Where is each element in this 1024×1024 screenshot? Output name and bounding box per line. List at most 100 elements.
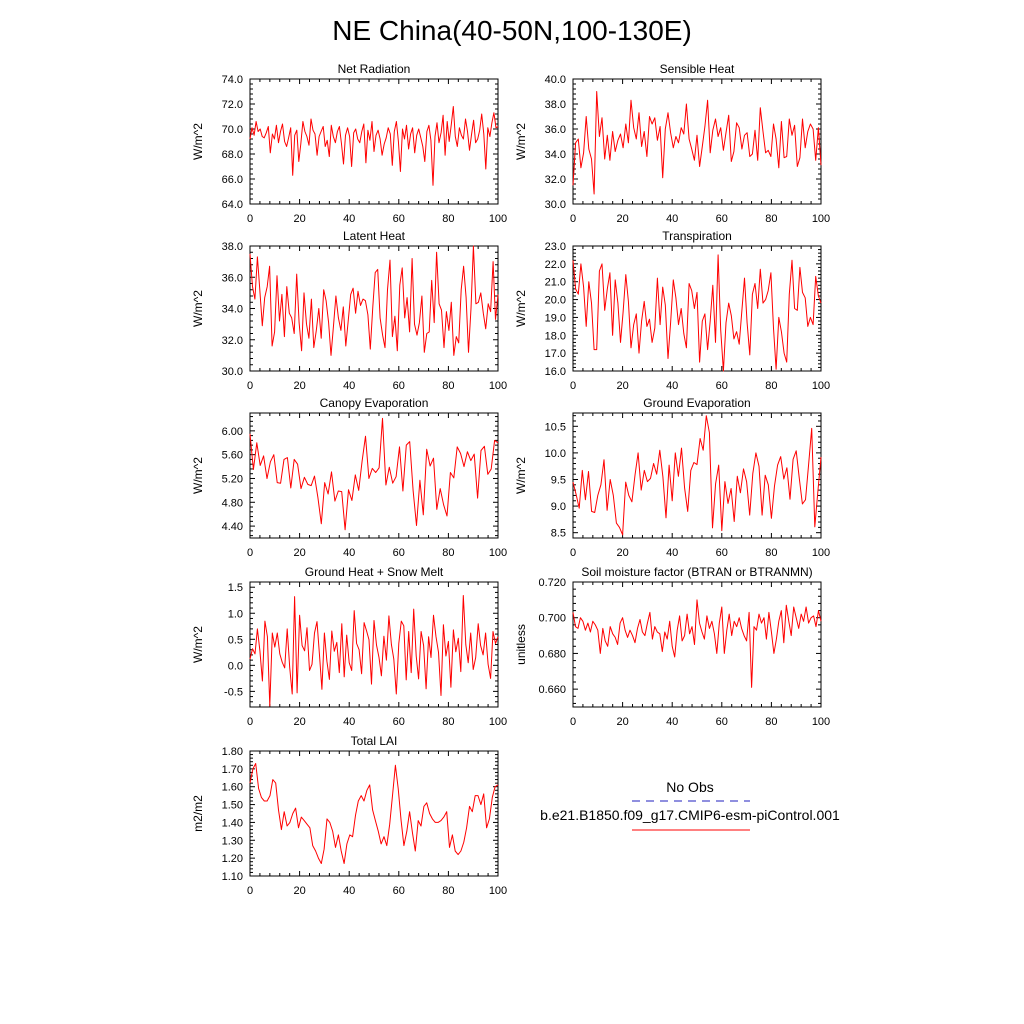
series-line [572,254,822,372]
legend: No Obs b.e21.B1850.f09_g17.CMIP6-esm-piC… [540,779,840,831]
y-tick-label: 1.40 [222,817,243,829]
y-tick-label: 64.0 [222,199,243,211]
x-tick-label: 20 [293,213,305,225]
y-tick-label: 10.0 [545,448,566,460]
y-tick-label: 17.0 [545,348,566,360]
y-tick-label: 21.0 [545,277,566,289]
series-line [249,763,499,864]
y-axis-label: unitless [514,624,528,665]
panel-title: Canopy Evaporation [320,396,429,410]
y-tick-label: 22.0 [545,259,566,271]
y-axis-label: m2/m2 [191,795,205,832]
y-tick-label: 1.5 [228,582,243,594]
x-tick-label: 60 [716,716,728,728]
y-tick-label: 1.50 [222,800,243,812]
y-tick-label: 1.70 [222,764,243,776]
panel-title: Net Radiation [338,62,411,76]
x-tick-label: 40 [343,213,355,225]
y-tick-label: 23.0 [545,241,566,253]
x-tick-label: 60 [393,716,405,728]
series-line [249,417,499,531]
x-tick-label: 80 [765,380,777,392]
y-tick-label: 68.0 [222,149,243,161]
x-tick-label: 0 [570,380,576,392]
y-tick-label: 0.720 [538,577,566,589]
panel-title: Transpiration [662,229,732,243]
x-tick-label: 0 [570,547,576,559]
x-tick-label: 20 [616,547,628,559]
y-tick-label: 0.0 [228,660,243,672]
x-tick-label: 60 [716,213,728,225]
x-tick-label: 0 [570,213,576,225]
y-axis-label: W/m^2 [191,457,205,494]
y-tick-label: 38.0 [222,241,243,253]
y-tick-label: 30.0 [222,366,243,378]
y-tick-label: 1.10 [222,871,243,883]
x-tick-label: 60 [393,547,405,559]
y-tick-label: 1.0 [228,608,243,620]
y-tick-label: 0.5 [228,634,243,646]
y-tick-label: 0.680 [538,648,566,660]
legend-obs-label: No Obs [666,779,713,795]
y-axis-label: W/m^2 [191,626,205,663]
x-tick-label: 20 [616,716,628,728]
y-tick-label: 4.40 [222,521,243,533]
y-tick-label: 34.0 [545,149,566,161]
y-tick-label: 36.0 [222,272,243,284]
series-line [249,106,499,186]
x-tick-label: 80 [765,716,777,728]
panel-2: Latent Heat W/m^2 0 20 40 60 80 100 30.0 32.0 34.0… [191,229,507,392]
x-tick-label: 80 [765,547,777,559]
panel-title: Sensible Heat [660,62,735,76]
legend-model-label: b.e21.B1850.f09_g17.CMIP6-esm-piControl.… [540,807,840,823]
x-tick-label: 0 [570,716,576,728]
panel-1: Sensible Heat W/m^2 0 20 40 60 80 100 30.0 32.0 34… [514,62,830,225]
y-tick-label: 0.700 [538,613,566,625]
plot-frame [249,750,499,877]
plot-frame [249,412,499,539]
x-tick-label: 0 [247,547,253,559]
x-tick-label: 80 [442,885,454,897]
x-tick-label: 80 [442,380,454,392]
panel-title: Soil moisture factor (BTRAN or BTRANMN) [581,565,812,579]
x-tick-label: 0 [247,213,253,225]
y-tick-label: 4.80 [222,497,243,509]
y-tick-label: 66.0 [222,174,243,186]
x-tick-label: 100 [489,885,507,897]
panel-3: Transpiration W/m^2 0 20 40 60 80 100 16.0 17.0 18… [514,229,830,392]
x-tick-label: 40 [666,547,678,559]
panel-title: Total LAI [351,734,398,748]
plot-frame [572,412,822,539]
x-tick-label: 60 [393,380,405,392]
y-axis-label: W/m^2 [514,457,528,494]
x-tick-label: 80 [442,213,454,225]
y-tick-label: 38.0 [545,99,566,111]
panel-title: Ground Heat + Snow Melt [305,565,444,579]
y-tick-label: 1.60 [222,782,243,794]
x-tick-label: 40 [666,716,678,728]
series-line [572,415,822,536]
x-tick-label: 100 [489,213,507,225]
x-tick-label: 20 [293,380,305,392]
y-tick-label: 16.0 [545,366,566,378]
y-tick-label: 32.0 [545,174,566,186]
panel-5: Ground Evaporation W/m^2 0 20 40 60 80 100 8.5 9.… [514,396,830,559]
y-tick-label: 1.80 [222,746,243,758]
y-tick-label: 19.0 [545,312,566,324]
y-tick-label: 8.5 [551,528,566,540]
y-tick-label: 72.0 [222,99,243,111]
x-tick-label: 80 [442,547,454,559]
x-tick-label: 80 [442,716,454,728]
y-tick-label: 40.0 [545,74,566,86]
x-tick-label: 40 [343,885,355,897]
x-tick-label: 100 [812,547,830,559]
plot-frame [249,78,499,205]
y-tick-label: 5.20 [222,473,243,485]
x-tick-label: 60 [393,885,405,897]
y-axis-label: W/m^2 [191,290,205,327]
y-tick-label: 1.30 [222,835,243,847]
x-tick-label: 40 [666,213,678,225]
panel-6: Ground Heat + Snow Melt W/m^2 0 20 40 60 80 100… [191,565,507,728]
x-tick-label: 20 [293,716,305,728]
